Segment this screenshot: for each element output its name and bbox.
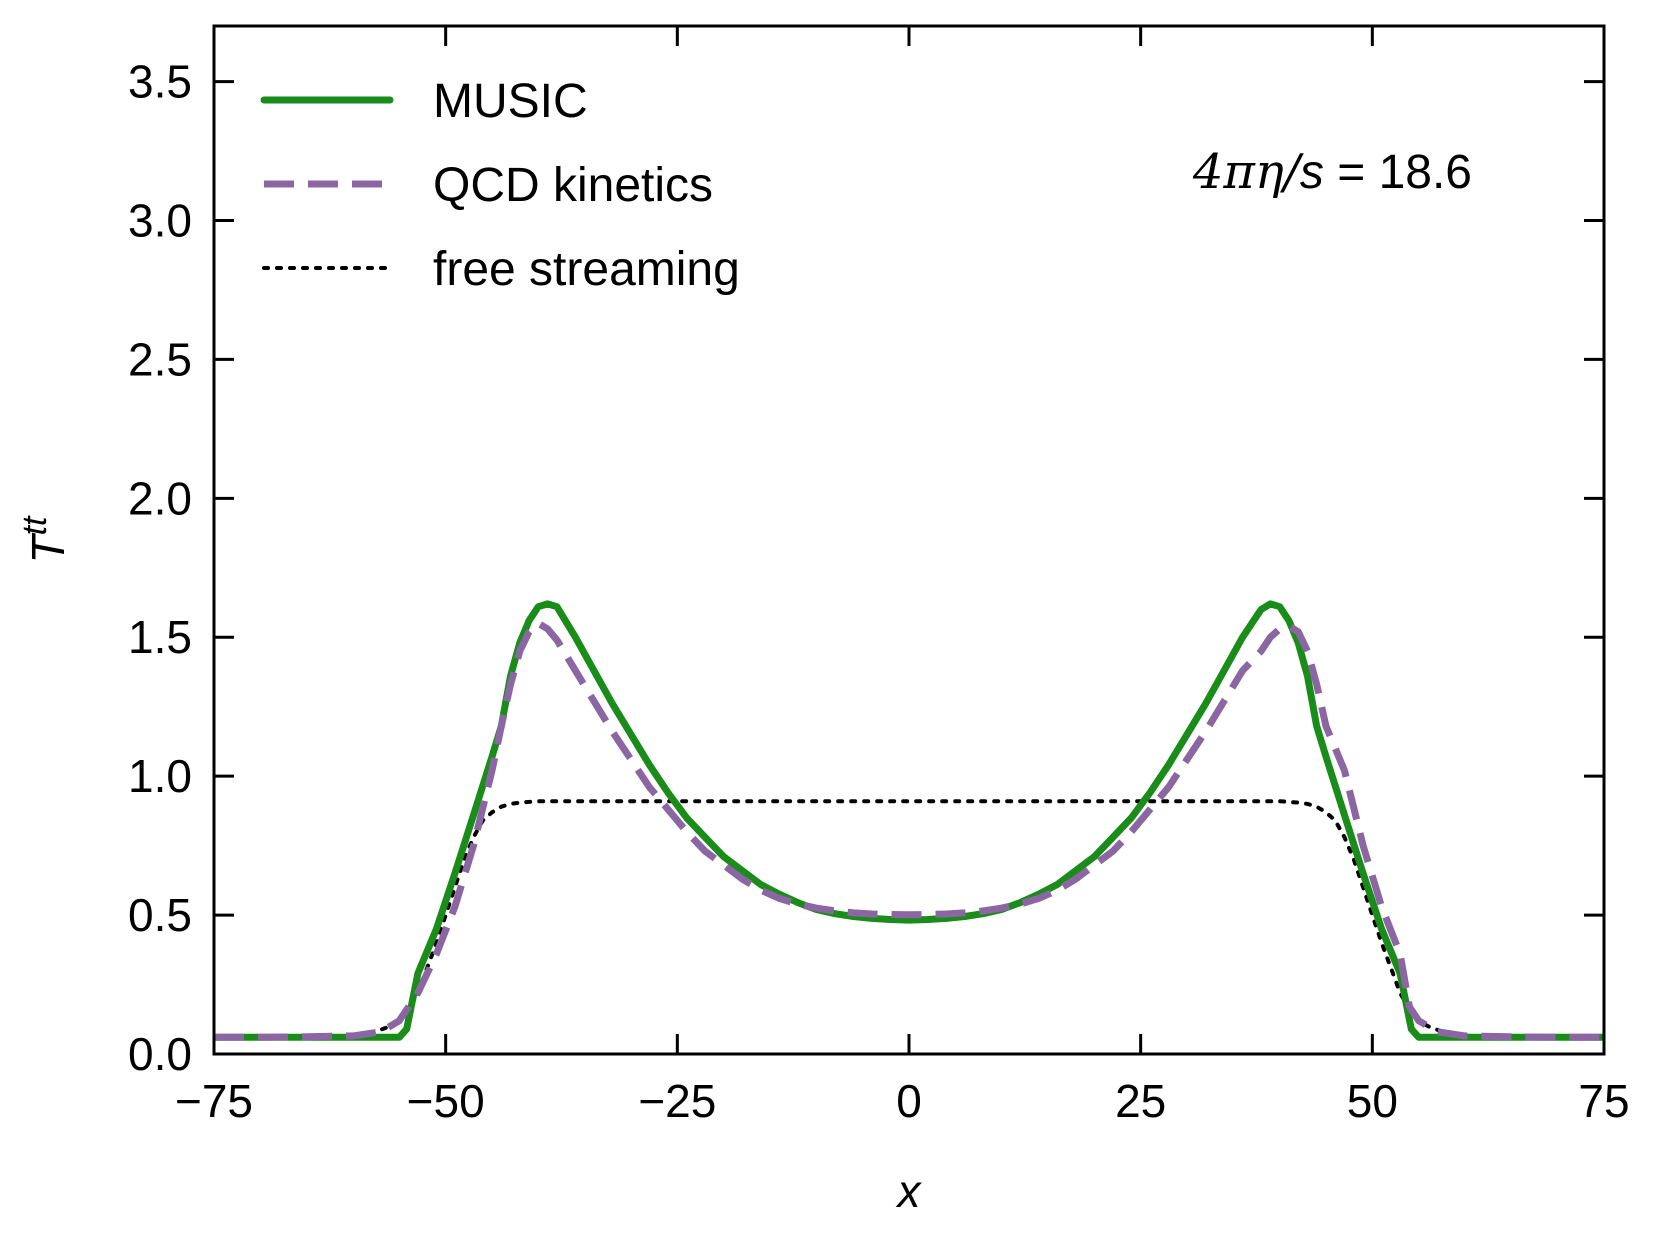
legend-label: MUSIC	[433, 75, 588, 128]
y-tick-label: 2.5	[128, 333, 192, 385]
series-line-music	[214, 600, 1604, 1041]
annotation: 4πη/s = 18.6	[1192, 144, 1472, 200]
y-tick-label: 3.5	[128, 56, 192, 108]
plot-frame	[212, 24, 1606, 1056]
legend-label: free streaming	[433, 243, 740, 296]
x-tick-label: −25	[638, 1075, 716, 1127]
x-tick-label: 25	[1115, 1075, 1166, 1127]
x-tick-label: 75	[1578, 1075, 1629, 1127]
viscosity-annotation: 4πη/s = 18.6	[1192, 144, 1472, 200]
y-tick-label: 3.0	[128, 194, 192, 246]
legend: MUSIC QCD kinetics free streaming	[260, 75, 740, 296]
x-axis-label: x	[896, 1165, 923, 1217]
y-tick-label: 0.5	[128, 889, 192, 941]
y-tick-label: 1.0	[128, 750, 192, 802]
axes-frame	[212, 24, 1606, 1056]
y-tick-label: 0.0	[128, 1028, 192, 1080]
series-line-qcd-kinetics	[214, 619, 1604, 1041]
series-layer	[214, 600, 1604, 1041]
series-line-free-streaming	[214, 799, 1604, 1040]
y-tick-label: 1.5	[128, 611, 192, 663]
x-tick-label: −50	[407, 1075, 485, 1127]
y-axis-label: Ttt	[16, 515, 74, 564]
x-tick-label: 50	[1347, 1075, 1398, 1127]
x-tick-label: 0	[896, 1075, 922, 1127]
y-tick-label: 2.0	[128, 472, 192, 524]
labels-layer: −75 −50 −25 0 25 50 75 0.0 0.5 1.0 1.5 2.0 2.5 3.0 3.5…	[16, 56, 1630, 1217]
x-tick-label: −75	[175, 1075, 253, 1127]
legend-label: QCD kinetics	[433, 159, 713, 212]
